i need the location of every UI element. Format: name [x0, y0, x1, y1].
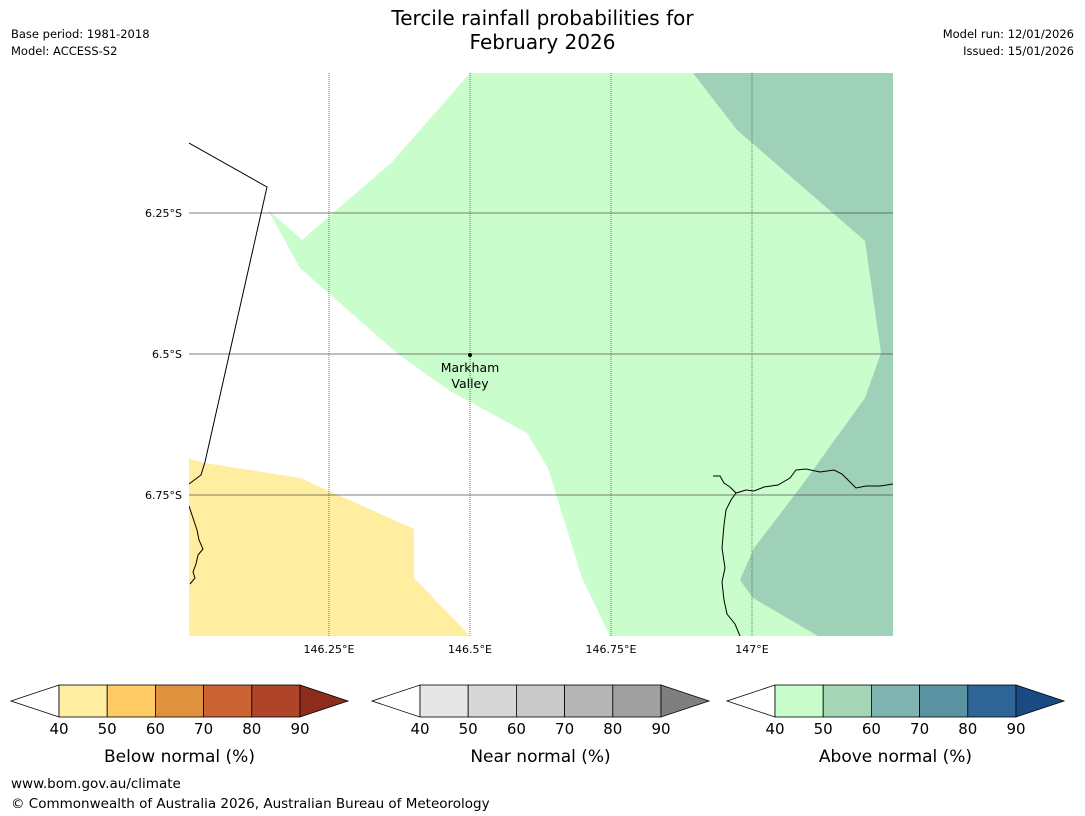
legend-near-min-extension: [370, 684, 421, 718]
lon-label-147: 147°E: [735, 643, 768, 656]
footer-copyright: © Commonwealth of Australia 2026, Austra…: [11, 796, 490, 812]
legend-above-swatch-60: [871, 684, 921, 718]
legend-below-normal: 40 50 60 70 80 90 Below normal (%): [9, 684, 350, 767]
model-run-text: Model run: 12/01/2026: [942, 27, 1074, 41]
legend-near-tick-80: 80: [603, 720, 622, 738]
latitude-labels: 6.25°S 6.5°S 6.75°S: [145, 207, 182, 502]
lat-label-6-5: 6.5°S: [152, 348, 182, 361]
legend-near-tick-60: 60: [507, 720, 526, 738]
meta-left: Base period: 1981-2018 Model: ACCESS-S2: [11, 26, 150, 60]
model-text: Model: ACCESS-S2: [11, 44, 118, 58]
legend-below-min-extension: [9, 684, 60, 718]
legend-below-swatch-50: [106, 684, 156, 718]
legend-near-tick-50: 50: [459, 720, 478, 738]
legend-above-swatch-80: [967, 684, 1017, 718]
coastline-west: [189, 505, 204, 585]
gridlines: [189, 73, 893, 636]
page-title: Tercile rainfall probabilities for Febru…: [0, 6, 1085, 54]
legend-below-swatch-80: [251, 684, 301, 718]
legend-near-tick-90: 90: [651, 720, 670, 738]
legend-below-tick-90: 90: [290, 720, 309, 738]
legend-above-min-extension: [725, 684, 776, 718]
town-marker-icon[interactable]: [468, 353, 472, 357]
map-area[interactable]: [189, 73, 893, 636]
below-normal-40-50-region: [189, 459, 470, 636]
place-label-line-2: Valley: [451, 376, 489, 391]
lon-label-146-5: 146.5°E: [448, 643, 492, 656]
coastline-east: [713, 468, 893, 494]
river-line: [721, 492, 741, 636]
place-label-line-1: Markham: [441, 360, 500, 375]
legend-below-tick-60: 60: [146, 720, 165, 738]
legend-near-swatch-60: [516, 684, 566, 718]
legend-above-tick-50: 50: [814, 720, 833, 738]
legend-near-label: Near normal (%): [470, 747, 610, 767]
legend-above-tick-80: 80: [958, 720, 977, 738]
lat-label-6-75: 6.75°S: [145, 489, 182, 502]
legend-near-max-extension: [660, 684, 711, 718]
lat-label-6-25: 6.25°S: [145, 207, 182, 220]
legend-above-swatch-50: [822, 684, 872, 718]
legend-below-tick-50: 50: [98, 720, 117, 738]
legend-above-normal: 40 50 60 70 80 90 Above normal (%): [725, 684, 1066, 767]
legend-below-tick-70: 70: [194, 720, 213, 738]
legend-below-tick-80: 80: [242, 720, 261, 738]
legend-below-swatch-40: [58, 684, 108, 718]
legend-above-swatch-70: [919, 684, 969, 718]
legend-near-normal: 40 50 60 70 80 90 Near normal (%): [370, 684, 711, 767]
coastline: [189, 142, 893, 636]
lon-label-146-75: 146.75°E: [586, 643, 637, 656]
legend-near-swatch-40: [419, 684, 469, 718]
legend-below-tick-40: 40: [49, 720, 68, 738]
legend-below-swatch-60: [154, 684, 204, 718]
legend-above-max-extension: [1015, 684, 1066, 718]
title-line-2: February 2026: [469, 30, 616, 54]
legend-near-swatch-70: [564, 684, 614, 718]
longitude-labels: 146.25°E 146.5°E 146.75°E 147°E: [304, 643, 769, 656]
legend-near-tick-40: 40: [410, 720, 429, 738]
legend-below-max-extension: [299, 684, 350, 718]
border-line: [189, 142, 268, 485]
footer: www.bom.gov.au/climate © Commonwealth of…: [11, 774, 490, 814]
legend-above-tick-40: 40: [765, 720, 784, 738]
lon-label-146-25: 146.25°E: [304, 643, 355, 656]
meta-right: Model run: 12/01/2026 Issued: 15/01/2026: [943, 26, 1074, 60]
legend-above-tick-70: 70: [910, 720, 929, 738]
legend-above-swatch-40: [774, 684, 824, 718]
legend-above-tick-90: 90: [1006, 720, 1025, 738]
legend-above-tick-60: 60: [862, 720, 881, 738]
issued-text: Issued: 15/01/2026: [963, 44, 1074, 58]
legend-near-tick-70: 70: [555, 720, 574, 738]
legend-near-swatch-80: [612, 684, 662, 718]
base-period-text: Base period: 1981-2018: [11, 27, 150, 41]
legend-above-label: Above normal (%): [819, 747, 972, 767]
legend-below-label: Below normal (%): [104, 747, 255, 767]
title-line-1: Tercile rainfall probabilities for: [391, 6, 694, 30]
legend-near-swatch-50: [467, 684, 517, 718]
legend-below-swatch-70: [203, 684, 253, 718]
footer-url[interactable]: www.bom.gov.au/climate: [11, 776, 181, 792]
